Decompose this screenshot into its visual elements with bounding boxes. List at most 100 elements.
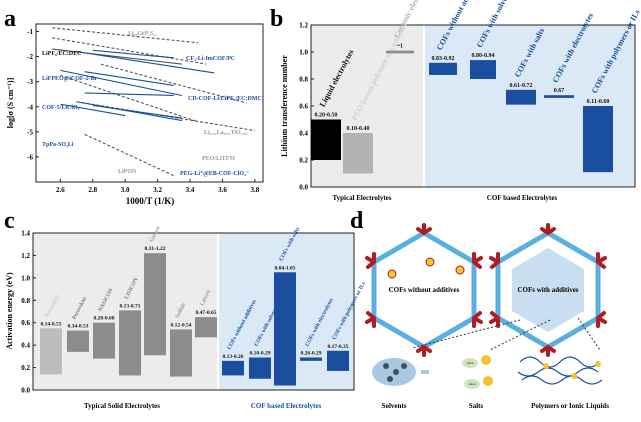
panel-c-bar-6 [195, 317, 217, 338]
panel-a-ytick-label: -1 [27, 28, 33, 36]
dotted-arrows [411, 317, 601, 351]
panel-b-ytick-label: 0.2 [299, 157, 308, 165]
panel-c-ytick-label: 0.6 [21, 319, 30, 327]
panel-a-series-line-6 [52, 48, 182, 65]
panel-b-bar-0 [311, 119, 341, 160]
panel-b-ytick-label: 0.8 [299, 76, 308, 84]
panel-b-group-cof: COF based Electrolytes [487, 194, 558, 202]
panel-a-ytick-label: -4 [27, 103, 33, 111]
panel-a-ytick-label: -3 [27, 78, 33, 86]
panel-b-bar-3 [429, 62, 457, 75]
panel-b-bar-2 [386, 50, 414, 54]
panel-a-xtick-label: 3.0 [121, 186, 130, 194]
panel-d-schematic: COFs without additives COFs with additiv… [365, 223, 609, 410]
left-hexagon-label: COFs without additives [389, 286, 460, 294]
panel-c-bar-8 [249, 357, 271, 379]
panel-c-range-label-2: 0.28-0.60 [93, 316, 114, 322]
panel-c-range-label-7: 0.13-0.26 [222, 354, 243, 360]
panel-c-ytick-label: 0.2 [21, 364, 30, 372]
panel-a-xlabel: 1000/T (1/K) [126, 196, 175, 206]
panel-b-range-label-7: 0.11-0.60 [587, 99, 610, 105]
panel-a-series-line-11 [84, 92, 174, 97]
panel-c-bar-11 [327, 350, 349, 371]
panel-b-ytick-label: 1.0 [299, 49, 308, 57]
panel-c-range-label-8: 0.10-0.29 [249, 350, 270, 356]
panel-c-ytick-label: 1.4 [21, 230, 30, 238]
panel-c-range-label-3: 0.13-0.71 [119, 303, 140, 309]
panel-c-bar-4 [144, 253, 166, 356]
panel-b-ylabel: Lithium transference number [280, 55, 289, 157]
panel-a-series-line-2 [100, 63, 247, 104]
panel-b-ytick-label: 0.0 [299, 184, 308, 192]
panel-c-group-cof: COF based Electrolytes [251, 402, 322, 410]
panel-a-series-line-0 [52, 27, 199, 44]
panel-letter-a: a [4, 6, 16, 32]
panel-b-bar-5 [506, 89, 536, 105]
annotation-peo-litfsi: PEO/LiTFSI [202, 156, 236, 162]
panel-b-bar-4 [470, 60, 496, 79]
panel-c-ytick-label: 0.4 [21, 342, 30, 350]
panel-c-range-label-10: 0.26-0.29 [300, 350, 321, 356]
panel-c-bar-10 [300, 357, 322, 361]
annotation-lipf6-ec-dec: LiPF₆/EC:DEC [42, 51, 81, 57]
panel-a-series-line-8 [76, 51, 215, 74]
panel-a-series-line-13 [92, 104, 183, 119]
panel-c-ytick-label: 0.8 [21, 297, 30, 305]
panel-b-bar-7 [583, 106, 613, 173]
annotation-cf3-li-imcof: CF₃-Li-ImCOF/PC [186, 56, 235, 62]
panel-a-ylabel: log[σ (S cm⁻¹)] [6, 77, 15, 128]
annotation-tppa-so3li: TpPa-SO₃Li [42, 142, 74, 148]
right-hexagon-label: COFs with additives [517, 286, 578, 294]
polymer-chains [517, 356, 603, 385]
panel-a-xtick-label: 3.6 [218, 186, 227, 194]
panel-letter-d: d [350, 208, 364, 234]
annotation-lgps: Li₂₀GeP₂S₁₂ [128, 31, 157, 37]
panel-c-range-label-5: 0.12-0.54 [170, 322, 191, 328]
ionic-site-icons [387, 257, 465, 279]
panel-c-ytick-label: 1.0 [21, 274, 30, 282]
panel-letter-b: b [270, 6, 283, 32]
label-polymers-ils: Polymers or Ionic Liquids [531, 402, 609, 410]
panel-a-series-line-10 [60, 69, 183, 97]
panel-c-range-label-4: 0.31-1.22 [144, 246, 165, 252]
panel-b-bar-6 [544, 95, 574, 98]
panel-c-ytick-label: 1.2 [21, 252, 30, 260]
panel-a-ytick-label: -2 [27, 53, 33, 61]
salt-anion-label-bottom: anion [469, 382, 476, 386]
panel-a-series-line-9 [84, 71, 174, 86]
panel-a-conductivity-plot: 2.6 2.8 3.0 3.2 3.4 3.6 3.8 -1 -2 -3 -4 -5 -6 1000/… [6, 23, 264, 206]
panel-a-ytick-label: -6 [27, 153, 33, 161]
panel-b-range-label-4: 0.80-0.94 [472, 53, 495, 59]
label-salts: Salts [469, 402, 484, 410]
panel-c-ylabel: Activation energy (eV) [5, 272, 14, 350]
solvent-molecules [372, 358, 429, 386]
panel-letter-c: c [4, 208, 15, 234]
salt-ions [462, 355, 493, 389]
panel-b-range-label-2: ~1 [397, 44, 403, 50]
panel-b-bar-1 [343, 133, 373, 174]
panel-c-bar-5 [170, 329, 192, 377]
panel-c-range-label-6: 0.47-0.65 [195, 310, 216, 316]
hexagon-frame-left [365, 223, 483, 357]
panel-c-bar-9 [274, 272, 296, 386]
panel-c-activation-energy-chart: 0.00.20.40.60.81.01.21.4 0.14-0.55Perovs… [5, 225, 367, 410]
panel-b-range-label-0: 0.20-0.50 [315, 113, 338, 119]
panel-a-ytick-label: -5 [27, 128, 33, 136]
panel-c-bar-7 [222, 360, 244, 376]
panel-b-range-label-1: 0.10-0.40 [347, 126, 370, 132]
panel-b-group-typical: Typical Electrolytes [332, 194, 391, 202]
annotation-peg-li-eb-cof: PEG-Li⁺@EB-COF-ClO₄⁻ [180, 170, 249, 177]
panel-b-range-label-6: 0.67 [554, 88, 565, 94]
panel-c-bar-1 [67, 330, 89, 352]
additive-hexagon-fill [512, 248, 584, 332]
panel-a-xtick-label: 2.6 [56, 186, 65, 194]
panel-a-xtick-label: 3.8 [251, 186, 260, 194]
panel-a-series-line-5 [84, 133, 175, 177]
panel-c-range-label-11: 0.17-0.35 [327, 344, 348, 350]
panel-a-annotations: Li₂₀GeP₂S₁₂ LiPF₆/EC:DEC CF₃-Li-ImCOF/PC… [42, 31, 262, 177]
panel-c-bar-0 [40, 328, 62, 375]
panel-a-series-line-3 [60, 74, 199, 123]
annotation-llto: Li₀.₃₄La₀.₅₁TiO₂.₉₄ [204, 130, 248, 136]
panel-b-range-label-5: 0.61-0.72 [510, 83, 533, 89]
